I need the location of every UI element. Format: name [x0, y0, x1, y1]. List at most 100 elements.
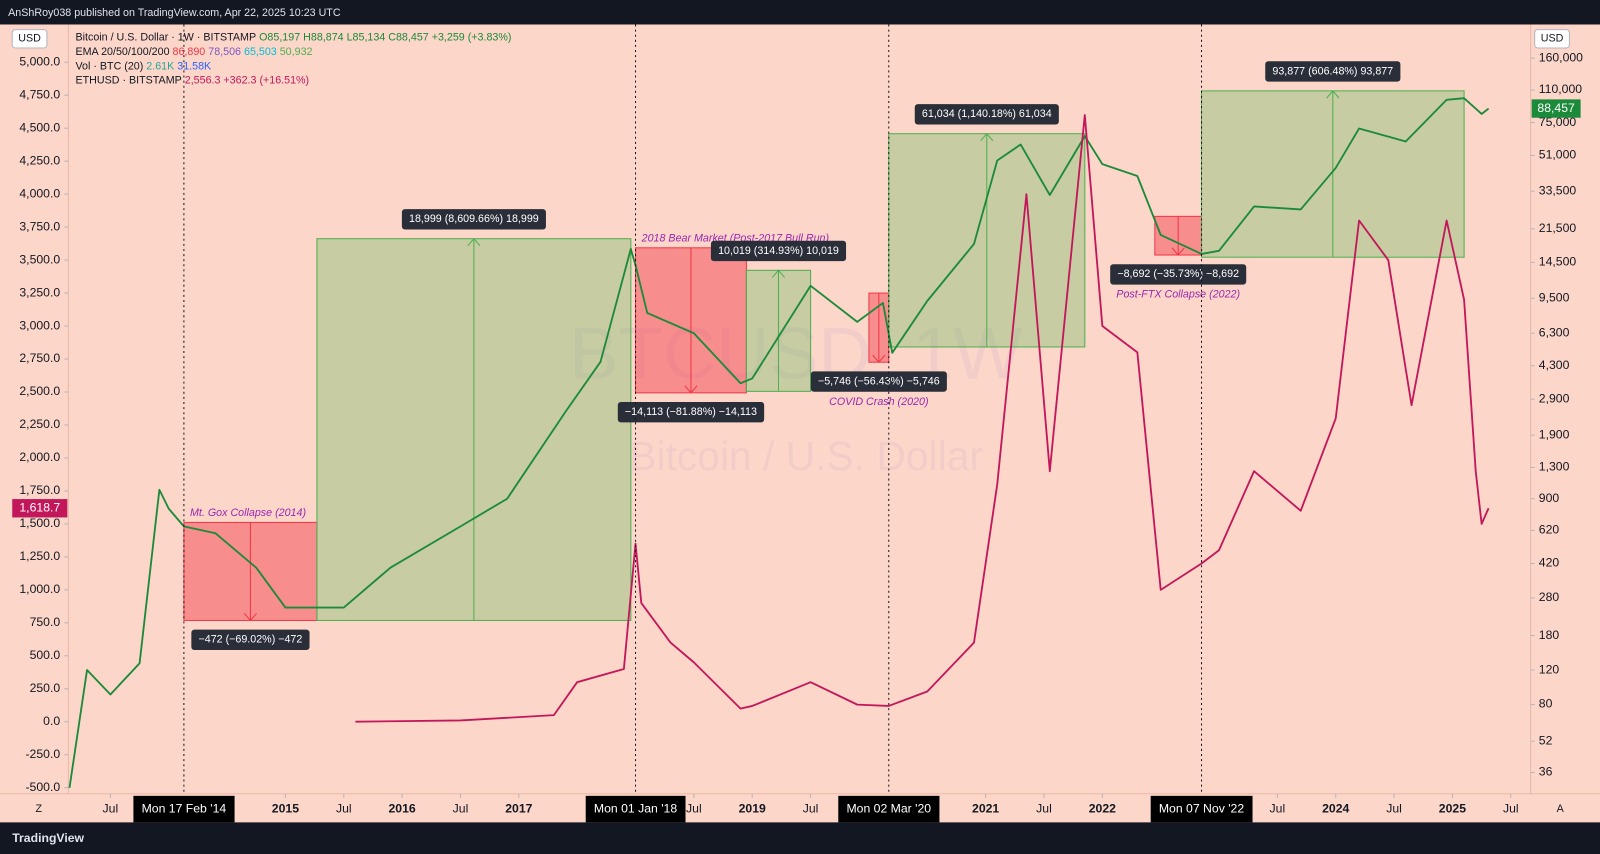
footer-brand[interactable]: TradingView	[12, 831, 84, 845]
range-arrow-head	[467, 237, 481, 247]
legend-btc: Bitcoin / U.S. Dollar · 1W · BITSTAMP O8…	[76, 32, 512, 44]
range-label-box	[1265, 61, 1401, 82]
date-marker-label: Mon 07 Nov '22	[1159, 801, 1245, 815]
y-tick-label: 5,000.0	[19, 54, 60, 68]
legend-ema-value: 86,890	[173, 46, 206, 58]
currency-box[interactable]	[1534, 29, 1570, 49]
range-note: 2018 Bear Market (Post-2017 Bull Run)	[641, 232, 829, 244]
range-label-box	[191, 629, 310, 651]
range-note: Mt. Gox Collapse (2014)	[190, 507, 306, 519]
date-marker-box	[585, 795, 686, 823]
y2-tick-label: 280	[1539, 590, 1560, 604]
range-label-group: 10,019 (314.93%) 10,019	[710, 240, 847, 262]
range-label-group: 61,034 (1,140.18%) 61,034	[914, 104, 1059, 125]
legend-entry: ETHUSD · BITSTAMP	[76, 74, 182, 86]
legend-ema-value: 65,503	[244, 46, 277, 58]
range-label: −472 (−69.02%) −472	[198, 634, 302, 646]
y-tick-label: 0.0	[43, 714, 60, 728]
axis-button[interactable]: A	[1557, 803, 1565, 815]
x-tick-label: Jul	[803, 801, 819, 815]
x-tick-label: Jul	[1503, 801, 1519, 815]
range-label-box	[810, 371, 947, 392]
x-tick-label: Jul	[1386, 801, 1402, 815]
y2-tick-label: 9,500	[1539, 291, 1570, 305]
date-marker-label-group: Mon 01 Jan '18	[585, 795, 686, 823]
y-tick-label: 4,000.0	[19, 186, 60, 200]
y2-tick-label: 180	[1539, 628, 1560, 642]
x-tick-label: Jul	[103, 801, 119, 815]
y2-tick-label: 6,300	[1539, 325, 1570, 339]
range-label: −5,746 (−56.43%) −5,746	[818, 375, 940, 387]
axis-button[interactable]: Z	[36, 803, 43, 815]
range-note: Post-FTX Collapse (2022)	[1116, 289, 1240, 301]
date-marker-label: Mon 01 Jan '18	[594, 801, 677, 815]
series-line	[68, 97, 1490, 789]
y2-tick-label: 51,000	[1539, 148, 1577, 162]
range-label: −14,113 (−81.88%) −14,113	[625, 406, 757, 418]
legend-ema-value: 78,506	[208, 46, 241, 58]
currency-label[interactable]: USD	[1541, 33, 1564, 45]
y2-tick-label: 4,300	[1539, 358, 1570, 372]
range-label-box	[710, 240, 847, 262]
y2-tick-label: 21,500	[1539, 221, 1577, 235]
x-tick-label: 2024	[1322, 801, 1349, 815]
range-note: COVID Crash (2020)	[829, 396, 928, 408]
date-marker-box	[1150, 795, 1253, 823]
currency-label[interactable]: USD	[18, 33, 41, 45]
y-tick-label: 2,250.0	[19, 417, 60, 431]
y2-tick-label: 120	[1539, 662, 1560, 676]
legend-ohlc: O85,197 H88,874 L85,134 C88,457 +3,259 (…	[259, 32, 511, 44]
x-tick-label: 2017	[505, 801, 532, 815]
last-price-label: 1,618.7	[19, 500, 60, 514]
x-tick-label: 2016	[389, 801, 416, 815]
published-header: AnShRoy038 published on TradingView.com,…	[8, 7, 341, 19]
series-line	[355, 114, 1490, 723]
y-tick-label: 3,750.0	[19, 219, 60, 233]
y2-tick-label: 80	[1539, 697, 1553, 711]
range-arrow-head	[771, 269, 785, 278]
legend-ema-name: EMA 20/50/100/200	[76, 46, 170, 58]
x-tick-label: Jul	[336, 801, 352, 815]
y2-tick-label: 620	[1539, 523, 1560, 537]
y-tick-label: 4,250.0	[19, 153, 60, 167]
legend-vol: Vol · BTC (20) 2.61K 31.58K	[76, 60, 213, 72]
range-arrow-head	[1326, 90, 1340, 99]
x-tick-label: 2025	[1439, 801, 1466, 815]
x-tick-label: Jul	[686, 801, 702, 815]
y-tick-label: -500.0	[25, 780, 60, 794]
legend-eth: ETHUSD · BITSTAMP 2,556.3 +362.3 (+16.51…	[76, 74, 310, 86]
x-tick-label: 2019	[739, 801, 766, 815]
range-arrow-head	[243, 612, 257, 622]
watermark: BTCUSD, 1W	[569, 312, 1023, 395]
range-label-group: −8,692 (−35.73%) −8,692	[1110, 264, 1247, 285]
y-tick-label: 500.0	[30, 648, 61, 662]
range-label: −8,692 (−35.73%) −8,692	[1117, 268, 1239, 280]
y-tick-label: 2,500.0	[19, 384, 60, 398]
legend-vol-name: Vol · BTC (20)	[76, 60, 144, 72]
currency-box[interactable]	[11, 29, 48, 49]
range-label-group: −14,113 (−81.88%) −14,113	[617, 402, 765, 423]
legend-entry: Bitcoin / U.S. Dollar · 1W · BITSTAMP	[76, 32, 257, 44]
range-label-group: −5,746 (−56.43%) −5,746	[810, 371, 947, 392]
date-marker-label-group: Mon 17 Feb '14	[133, 795, 235, 823]
range-arrow-head	[684, 385, 698, 394]
range-label: 10,019 (314.93%) 10,019	[718, 245, 839, 257]
range-label-group: 18,999 (8,609.66%) 18,999	[401, 209, 546, 230]
y2-tick-label: 52	[1539, 733, 1553, 747]
date-marker-label-group: Mon 02 Mar '20	[838, 795, 940, 823]
range-arrow-head	[980, 132, 994, 142]
x-tick-label: Jul	[1036, 801, 1052, 815]
y2-tick-label: 110,000	[1539, 82, 1583, 96]
y-tick-label: 3,500.0	[19, 252, 60, 266]
date-marker-label-group: Mon 07 Nov '22	[1150, 795, 1253, 823]
y-tick-label: 3,000.0	[19, 318, 60, 332]
y2-tick-label: 33,500	[1539, 183, 1577, 197]
legend-ema-value: 50,932	[280, 46, 313, 58]
plot-area: BTCUSD, 1W Bitcoin / U.S. Dollar 5,000.0 4,…	[0, 24, 1600, 823]
y-tick-label: 1,000.0	[19, 582, 60, 596]
range-arrow-head	[1171, 247, 1185, 256]
y2-tick-label: 160,000	[1539, 50, 1583, 64]
range-label: 18,999 (8,609.66%) 18,999	[409, 213, 539, 225]
y2-tick-label: 420	[1539, 556, 1560, 570]
